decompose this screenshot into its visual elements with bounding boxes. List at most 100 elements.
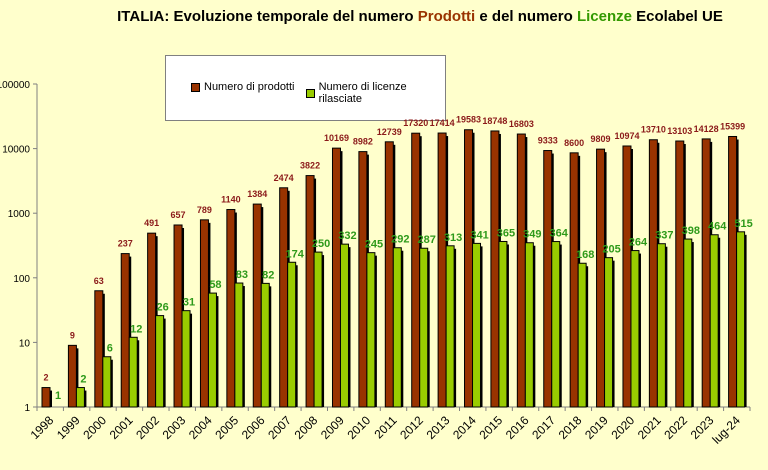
x-tick-label: 2019	[582, 413, 611, 442]
x-tick-label: 2007	[265, 413, 294, 442]
data-label-prodotti: 9809	[591, 134, 611, 144]
bar-licenze	[234, 282, 244, 408]
bar-prodotti	[147, 232, 157, 408]
bar-prodotti	[675, 140, 685, 408]
data-label-licenze: 349	[523, 229, 541, 241]
data-label-prodotti: 9	[70, 330, 75, 340]
x-tick-label: lug-24	[709, 413, 743, 447]
x-tick-label: 2004	[186, 413, 215, 442]
x-tick-label: 2000	[80, 413, 109, 442]
y-tick-label: 100	[13, 274, 30, 285]
data-label-prodotti: 17414	[430, 118, 455, 128]
bar-prodotti	[94, 290, 104, 408]
y-tick-label: 1000	[8, 209, 31, 220]
bar-prodotti	[226, 209, 236, 408]
bar-prodotti	[173, 224, 183, 408]
title-licenze: Licenze	[576, 8, 632, 25]
bar-licenze	[656, 243, 666, 408]
x-tick-label: 2020	[609, 413, 638, 442]
title-text-mid: e del numero	[475, 8, 577, 25]
x-tick-label: 2002	[133, 413, 162, 442]
data-label-licenze: 6	[107, 343, 113, 355]
bar-licenze	[445, 245, 455, 408]
bar-prodotti	[252, 203, 262, 408]
bar-licenze	[287, 261, 297, 408]
data-label-licenze: 515	[734, 218, 752, 230]
bar-prodotti	[331, 147, 341, 408]
data-label-prodotti: 10169	[324, 133, 349, 143]
bar-prodotti	[305, 175, 315, 408]
data-label-prodotti: 13710	[641, 125, 666, 135]
data-label-licenze: 287	[418, 234, 436, 246]
bar-prodotti	[490, 130, 500, 408]
x-tick-label: 1998	[28, 413, 57, 442]
chart-title: ITALIA: Evoluzione temporale del numero …	[0, 8, 768, 25]
data-label-prodotti: 3822	[300, 161, 320, 171]
data-label-prodotti: 789	[197, 205, 212, 215]
bar-licenze	[339, 243, 349, 408]
bar-licenze	[604, 257, 614, 408]
x-tick-label: 2001	[107, 413, 136, 442]
bar-licenze	[181, 310, 191, 408]
bar-prodotti	[569, 152, 579, 408]
data-label-prodotti: 19583	[456, 115, 481, 125]
bar-prodotti	[358, 151, 368, 408]
legend-label-licenze: Numero di licenze rilasciate	[318, 81, 407, 105]
legend-swatch-licenze	[306, 88, 315, 98]
bar-prodotti	[596, 148, 606, 408]
data-label-prodotti: 9333	[538, 136, 558, 146]
data-label-licenze: 82	[262, 269, 274, 281]
data-label-prodotti: 18748	[482, 116, 507, 126]
data-label-prodotti: 15399	[720, 121, 745, 131]
data-label-prodotti: 8600	[564, 138, 584, 148]
data-label-licenze: 58	[209, 279, 221, 291]
bar-prodotti	[701, 138, 711, 408]
bar-licenze	[392, 247, 402, 408]
bar-licenze	[524, 242, 534, 408]
bar-licenze	[207, 292, 217, 408]
x-tick-label: 2021	[635, 413, 664, 442]
data-label-licenze: 12	[130, 323, 142, 335]
bar-licenze	[155, 315, 165, 408]
x-tick-label: 2012	[397, 413, 426, 442]
bar-licenze	[630, 250, 640, 408]
bar-prodotti	[622, 145, 632, 408]
data-label-prodotti: 1140	[221, 195, 241, 205]
data-label-licenze: 337	[655, 230, 673, 242]
bar-prodotti	[411, 132, 421, 408]
x-tick-label: 2003	[160, 413, 189, 442]
bar-licenze	[366, 252, 376, 408]
data-label-licenze: 364	[550, 228, 569, 240]
x-tick-label: 2016	[503, 413, 532, 442]
data-label-licenze: 365	[497, 227, 515, 239]
data-label-licenze: 332	[338, 230, 356, 242]
legend-item-prodotti: Numero di prodotti	[191, 81, 295, 93]
legend-label-prodotti: Numero di prodotti	[204, 81, 295, 93]
y-tick-label: 10000	[2, 145, 30, 156]
x-tick-label: 2008	[292, 413, 321, 442]
data-label-licenze: 26	[157, 302, 169, 314]
bar-prodotti	[728, 135, 738, 408]
bar-prodotti	[384, 141, 394, 408]
data-label-prodotti: 12739	[377, 127, 402, 137]
bar-prodotti	[437, 132, 447, 408]
title-prodotti: Prodotti	[417, 8, 476, 25]
legend-item-licenze: Numero di licenze rilasciate	[306, 81, 445, 105]
bar-prodotti	[199, 219, 209, 408]
x-tick-label: 2006	[239, 413, 268, 442]
data-label-licenze: 205	[602, 244, 620, 256]
bar-licenze	[75, 387, 85, 408]
data-label-prodotti: 13103	[667, 126, 692, 136]
data-label-prodotti: 63	[94, 276, 104, 286]
x-tick-label: 2017	[529, 413, 558, 442]
data-label-licenze: 341	[470, 229, 488, 241]
bar-licenze	[551, 241, 561, 408]
bar-licenze	[419, 247, 429, 408]
data-label-prodotti: 491	[144, 218, 159, 228]
x-tick-label: 2011	[371, 413, 399, 441]
bar-licenze	[472, 242, 482, 408]
data-label-licenze: 313	[444, 232, 462, 244]
data-label-prodotti: 657	[171, 210, 186, 220]
bar-licenze	[128, 336, 138, 408]
bar-prodotti	[543, 150, 553, 408]
